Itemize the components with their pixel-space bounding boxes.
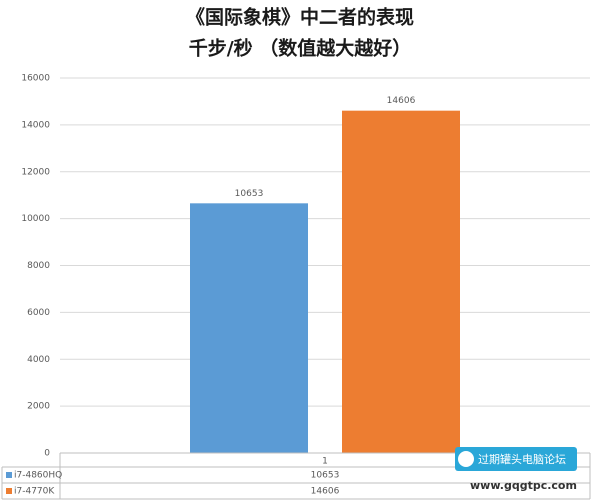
y-tick-label: 12000 <box>21 167 50 177</box>
legend-swatch <box>6 472 12 478</box>
y-tick-label: 16000 <box>21 74 50 84</box>
data-label: 14606 <box>387 96 416 106</box>
data-label: 10653 <box>235 189 264 199</box>
watermark-name: 过期罐头电脑论坛 <box>478 452 566 466</box>
y-tick-label: 4000 <box>27 355 50 365</box>
y-tick-label: 10000 <box>21 214 50 224</box>
bar <box>342 110 460 453</box>
watermark: 过期罐头电脑论坛 www.gqgtpc.com <box>455 447 577 492</box>
y-tick-label: 14000 <box>21 120 50 130</box>
watermark-logo <box>458 451 474 467</box>
watermark-url: www.gqgtpc.com <box>470 479 577 492</box>
legend-swatch <box>6 488 12 494</box>
y-tick-label: 8000 <box>27 261 50 271</box>
x-tick-label: 1 <box>322 457 328 467</box>
bar <box>190 203 308 453</box>
y-tick-label: 0 <box>44 449 50 459</box>
chart-title: 《国际象棋》中二者的表现 <box>186 6 414 29</box>
table-value: 10653 <box>311 471 340 481</box>
y-tick-label: 2000 <box>27 402 50 412</box>
y-tick-label: 6000 <box>27 308 50 318</box>
legend-label: i7-4860HQ <box>14 471 62 481</box>
chart-subtitle: 千步/秒 （数值越大越好） <box>189 37 412 60</box>
table-value: 14606 <box>311 487 340 497</box>
watermark-box <box>455 447 577 471</box>
legend-label: i7-4770K <box>14 487 55 497</box>
